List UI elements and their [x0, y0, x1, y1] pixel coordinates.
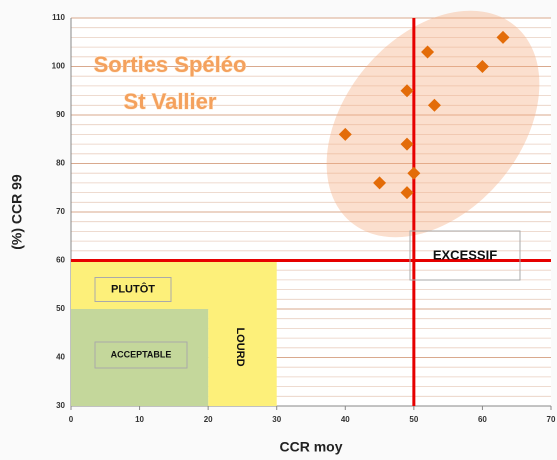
y-tick-label: 90: [56, 110, 65, 119]
point: [400, 186, 414, 200]
x-tick-label: 0: [69, 415, 74, 424]
point: [421, 45, 435, 59]
annotation: EXCESSIF: [433, 247, 497, 262]
y-axis-title: (%) CCR 99: [9, 174, 25, 250]
point: [427, 98, 441, 112]
x-tick-label: 30: [272, 415, 281, 424]
zone-label: ACCEPTABLE: [111, 349, 172, 359]
y-tick-label: 30: [56, 401, 65, 410]
y-tick-label: 100: [52, 62, 66, 71]
point: [373, 176, 387, 190]
y-tick-label: 110: [52, 13, 65, 22]
label-box: [94, 277, 172, 302]
zone: [71, 260, 277, 309]
label-box: [409, 230, 521, 281]
x-tick-label: 60: [478, 415, 487, 424]
zone: [208, 309, 277, 406]
zone-label: LOURD: [234, 327, 246, 366]
point: [400, 84, 414, 98]
x-tick-label: 20: [204, 415, 213, 424]
x-tick-label: 10: [135, 415, 144, 424]
x-tick-label: 40: [341, 415, 350, 424]
x-tick-label: 50: [409, 415, 418, 424]
chart-title: Sorties Spéléo: [94, 52, 247, 77]
point: [338, 127, 352, 141]
point: [475, 60, 489, 73]
point: [400, 137, 414, 151]
zone: [71, 309, 209, 406]
y-tick-label: 60: [56, 256, 65, 265]
x-axis-title: CCR moy: [279, 439, 342, 455]
zone-label: PLUTÔT: [111, 282, 155, 295]
chart-title: St Vallier: [124, 89, 217, 114]
y-tick-label: 40: [56, 353, 65, 362]
point: [407, 166, 421, 180]
y-tick-label: 70: [56, 207, 65, 216]
point: [496, 30, 510, 44]
y-tick-label: 80: [56, 159, 65, 168]
label-box: [94, 341, 188, 369]
y-tick-label: 50: [56, 304, 65, 313]
x-tick-label: 70: [547, 415, 556, 424]
